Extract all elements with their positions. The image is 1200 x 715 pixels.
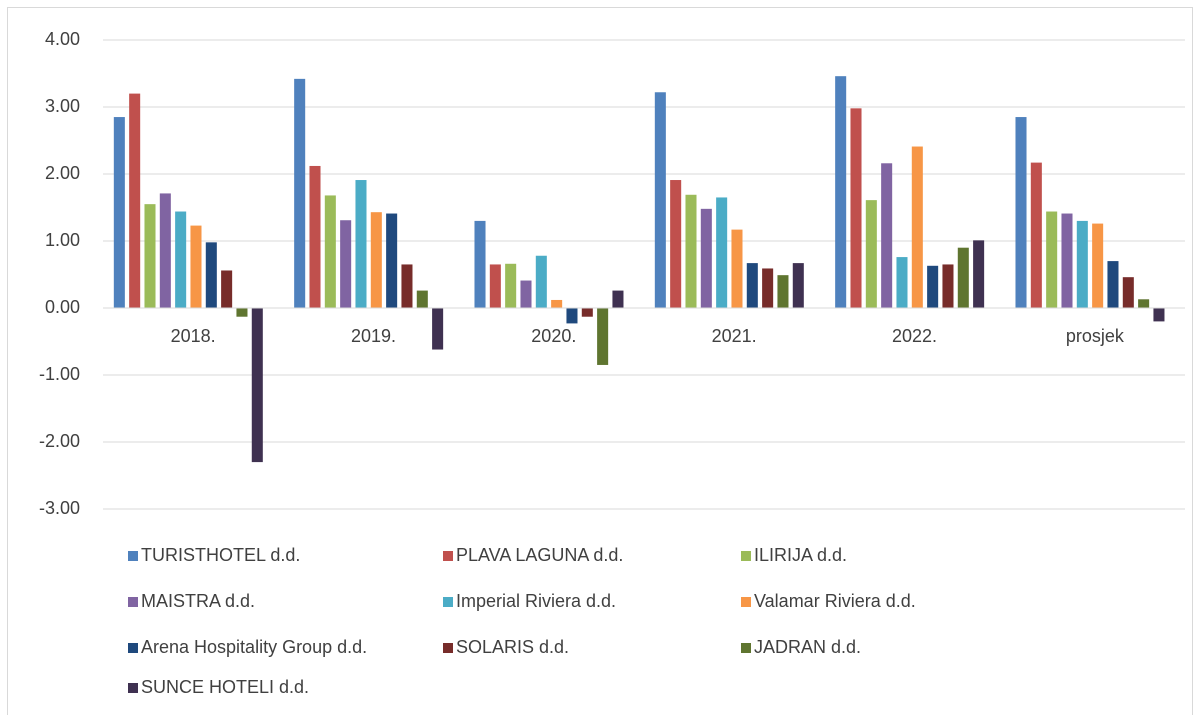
bar <box>927 265 939 308</box>
bar <box>370 212 382 308</box>
bar <box>746 263 758 308</box>
bar <box>792 263 804 308</box>
bar <box>1076 220 1088 308</box>
legend-label: MAISTRA d.d. <box>141 591 255 611</box>
legend-swatch <box>741 643 751 653</box>
legend-swatch <box>443 597 453 607</box>
x-tick-label: 2018. <box>171 326 216 346</box>
bar <box>324 195 336 308</box>
bar <box>1153 308 1165 322</box>
y-tick-label: 3.00 <box>45 96 80 116</box>
bar <box>566 308 578 324</box>
bar <box>144 204 156 308</box>
legend-swatch <box>741 597 751 607</box>
legend-swatch <box>443 551 453 561</box>
x-tick-label: 2021. <box>712 326 757 346</box>
bar <box>309 165 321 308</box>
bar <box>551 299 563 308</box>
y-tick-label: -3.00 <box>39 498 80 518</box>
legend-label: JADRAN d.d. <box>754 637 861 657</box>
bar <box>716 197 728 308</box>
bar <box>1046 211 1058 308</box>
bar <box>251 308 263 463</box>
legend-label: Arena Hospitality Group d.d. <box>141 637 367 657</box>
legend-label: SUNCE HOTELI d.d. <box>141 677 309 697</box>
bar <box>700 208 712 308</box>
bar <box>597 308 609 365</box>
legend-swatch <box>128 597 138 607</box>
y-tick-label: -2.00 <box>39 431 80 451</box>
x-tick-label: 2019. <box>351 326 396 346</box>
bar <box>1138 299 1150 308</box>
bar <box>355 180 367 308</box>
x-tick-label: prosjek <box>1066 326 1125 346</box>
bar <box>159 193 171 308</box>
bar <box>777 275 789 308</box>
legend-label: ILIRIJA d.d. <box>754 545 847 565</box>
bar <box>401 264 413 308</box>
bar <box>865 200 877 308</box>
bar <box>654 92 666 308</box>
bar <box>520 280 532 308</box>
bar <box>973 240 985 308</box>
bar <box>474 220 486 308</box>
bar <box>670 180 682 308</box>
bar <box>1107 261 1119 308</box>
bar <box>236 308 248 317</box>
bar <box>432 308 444 350</box>
bar <box>1092 223 1104 308</box>
bar <box>1030 162 1042 308</box>
bar <box>881 163 893 308</box>
bar <box>835 76 847 309</box>
x-tick-label: 2020. <box>531 326 576 346</box>
legend-label: Valamar Riviera d.d. <box>754 591 916 611</box>
bar <box>612 290 624 308</box>
y-tick-label: 1.00 <box>45 230 80 250</box>
bar <box>205 242 217 308</box>
legend-swatch <box>443 643 453 653</box>
bar <box>957 247 969 308</box>
legend-label: TURISTHOTEL d.d. <box>141 545 300 565</box>
bar <box>294 78 306 308</box>
bar <box>221 270 233 308</box>
legend-swatch <box>741 551 751 561</box>
legend-label: PLAVA LAGUNA d.d. <box>456 545 623 565</box>
legend-label: SOLARIS d.d. <box>456 637 569 657</box>
bar <box>850 108 862 308</box>
chart-frame <box>7 7 1193 715</box>
bar <box>505 263 517 308</box>
legend-label: Imperial Riviera d.d. <box>456 591 616 611</box>
legend-swatch <box>128 551 138 561</box>
bar <box>762 268 774 308</box>
bar <box>581 308 593 317</box>
legend-swatch <box>128 643 138 653</box>
y-tick-label: -1.00 <box>39 364 80 384</box>
y-tick-label: 2.00 <box>45 163 80 183</box>
bar <box>1061 213 1073 308</box>
y-tick-label: 0.00 <box>45 297 80 317</box>
bar <box>113 117 125 308</box>
bar <box>416 290 428 308</box>
bar <box>386 213 398 308</box>
bar <box>685 194 697 308</box>
bar <box>731 229 743 308</box>
legend-swatch <box>128 683 138 693</box>
y-tick-label: 4.00 <box>45 29 80 49</box>
bar <box>896 257 908 308</box>
bar <box>489 264 501 308</box>
bar <box>942 264 954 308</box>
bar <box>340 220 352 308</box>
bar <box>1015 117 1027 308</box>
bar <box>175 211 187 308</box>
bar <box>190 225 202 308</box>
bar <box>1122 277 1134 308</box>
x-tick-label: 2022. <box>892 326 937 346</box>
bar <box>535 255 547 308</box>
bar <box>911 146 923 308</box>
bar <box>129 93 141 308</box>
